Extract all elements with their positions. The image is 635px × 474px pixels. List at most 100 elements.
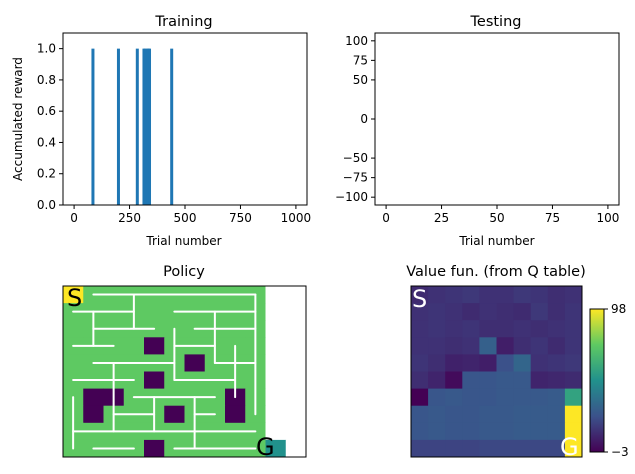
testing-xtick-label: 25	[434, 211, 449, 225]
value-cell	[496, 354, 514, 372]
value-cell	[547, 439, 566, 458]
value-cell	[564, 354, 583, 372]
testing-xtick-label: 100	[596, 211, 619, 225]
policy-cell	[83, 388, 104, 407]
training-xtick-label: 1000	[281, 211, 312, 225]
policy-cell	[285, 422, 307, 441]
value-cell	[428, 405, 446, 424]
training-bar	[135, 48, 139, 205]
value-cell	[530, 371, 549, 389]
policy-axes: Policy S G	[62, 264, 307, 461]
value-cell	[530, 388, 549, 407]
value-cell	[530, 405, 549, 424]
training-ytick-label: 0.2	[37, 167, 56, 181]
colorbar-label-max: 98	[611, 302, 626, 316]
training-bar	[91, 48, 95, 205]
policy-cell	[285, 303, 307, 321]
policy-cell	[63, 320, 84, 338]
value-cell	[530, 337, 549, 355]
value-cell	[513, 371, 532, 389]
policy-cell	[265, 371, 287, 389]
value-cell	[496, 320, 514, 338]
value-cell	[513, 388, 532, 407]
value-cell	[462, 422, 480, 441]
value-cell	[547, 320, 566, 338]
value-cell	[547, 371, 566, 389]
policy-cell	[225, 405, 246, 424]
value-goal-label: G	[560, 433, 579, 461]
policy-cell	[164, 405, 185, 424]
value-cell	[445, 354, 463, 372]
testing-ytick-label: 100	[345, 34, 368, 48]
value-cell	[479, 337, 497, 355]
value-cells	[411, 286, 583, 458]
value-cell	[445, 337, 463, 355]
value-cell	[462, 337, 480, 355]
value-cell	[530, 320, 549, 338]
value-cell	[564, 286, 583, 304]
policy-frame	[62, 285, 307, 458]
value-cell	[530, 303, 549, 321]
value-cell	[479, 354, 497, 372]
training-ylabel: Accumulated reward	[11, 57, 25, 181]
value-cell	[411, 303, 429, 321]
training-xtick-label: 500	[174, 211, 197, 225]
value-cell	[479, 405, 497, 424]
policy-cell	[63, 354, 84, 372]
training-title: Training	[154, 14, 212, 30]
value-cell	[462, 286, 480, 304]
training-axes: Training 0 250 500 750 1000 0.0 0.2 0.4 0.6 0.8 1.…	[11, 14, 311, 248]
policy-cell	[83, 405, 104, 424]
value-cell	[428, 303, 446, 321]
training-xlabel: Trial number	[145, 234, 221, 248]
value-cell	[496, 303, 514, 321]
value-cell	[462, 388, 480, 407]
value-cell	[445, 286, 463, 304]
value-cell	[411, 371, 429, 389]
value-cell	[411, 337, 429, 355]
policy-cell	[144, 303, 165, 321]
value-cell	[496, 388, 514, 407]
value-cell	[445, 405, 463, 424]
training-ytick-label: 0.6	[37, 104, 56, 118]
value-cell	[428, 354, 446, 372]
policy-cell	[265, 422, 287, 441]
policy-cell	[123, 337, 145, 355]
testing-ytick-label: −75	[343, 171, 368, 185]
training-ytick-label: 1.0	[37, 42, 56, 56]
policy-cell	[184, 354, 206, 372]
value-cell	[530, 286, 549, 304]
training-ytick-label: 0.8	[37, 73, 56, 87]
value-cell	[462, 439, 480, 458]
value-cell	[428, 371, 446, 389]
policy-cell	[285, 405, 307, 424]
policy-cell	[285, 320, 307, 338]
colorbar: 98 −3	[589, 302, 629, 459]
value-start-label: S	[412, 285, 427, 313]
value-cell	[428, 422, 446, 441]
value-cell	[513, 320, 532, 338]
value-cell	[547, 388, 566, 407]
value-cell	[411, 354, 429, 372]
testing-ytick-label: −100	[335, 190, 368, 204]
value-cell	[479, 320, 497, 338]
policy-arrows	[72, 293, 257, 450]
policy-cell	[285, 388, 307, 407]
policy-cell	[144, 439, 165, 458]
value-cell	[513, 286, 532, 304]
value-cell	[428, 320, 446, 338]
value-cell	[564, 388, 583, 407]
testing-title: Testing	[470, 14, 522, 30]
value-cell	[547, 303, 566, 321]
testing-xlabel: Trial number	[458, 234, 534, 248]
testing-axes: Testing 0 25 50 75 100 100 75 50 0 −50 −75 −100 Tri…	[335, 14, 620, 248]
value-cell	[411, 405, 429, 424]
value-cell	[547, 354, 566, 372]
policy-goal-label: G	[256, 433, 275, 461]
value-axes: Value fun. (from Q table) S G	[406, 264, 586, 461]
value-cell	[445, 371, 463, 389]
testing-xtick-label: 0	[382, 211, 390, 225]
testing-frame	[374, 32, 620, 206]
policy-cell	[285, 286, 307, 304]
